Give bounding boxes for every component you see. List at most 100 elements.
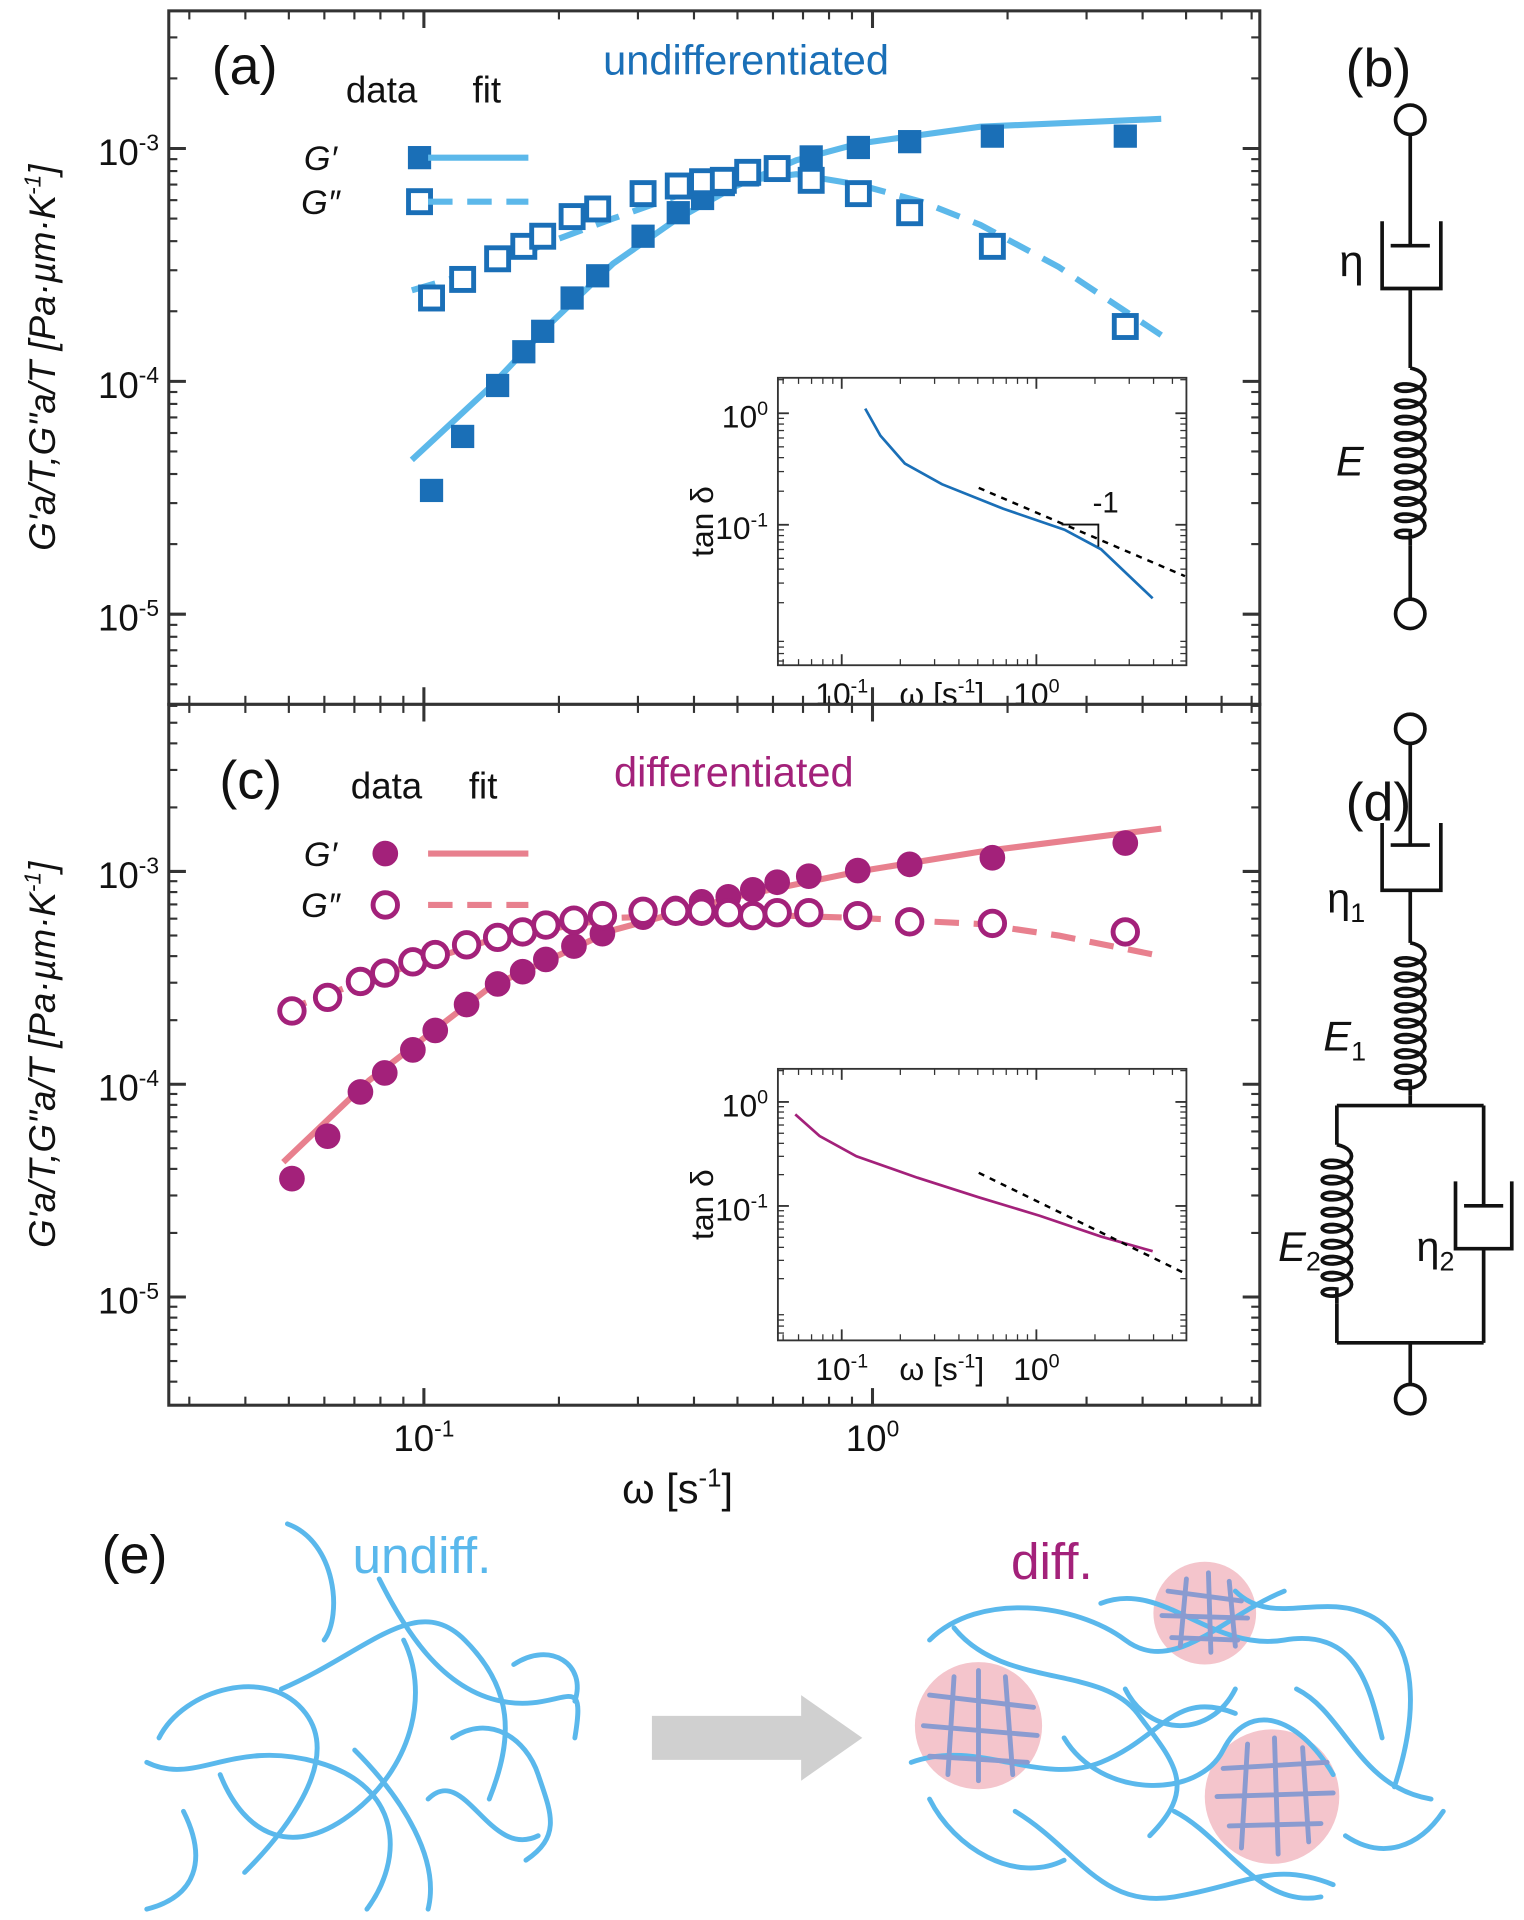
superscript: -3 bbox=[139, 129, 159, 155]
data-point bbox=[762, 898, 792, 928]
legend-label: G′ bbox=[304, 140, 339, 178]
y-axis-label: G'a/T,G"a/T [Pa·µm·K-1] bbox=[19, 164, 63, 551]
data-point bbox=[559, 905, 589, 935]
text-main: 10 bbox=[98, 1281, 139, 1322]
data-point bbox=[794, 898, 824, 928]
symbol: E bbox=[1323, 1013, 1352, 1060]
chain bbox=[425, 1788, 541, 1843]
chain bbox=[156, 1684, 320, 1875]
data-point bbox=[529, 222, 557, 250]
text-main: 10 bbox=[98, 1068, 139, 1109]
annotation: differentiated bbox=[614, 748, 854, 795]
superscript: -1 bbox=[851, 675, 869, 697]
data-point bbox=[739, 876, 766, 903]
y-tick-label: 10-4 bbox=[98, 362, 159, 406]
subscript: 1 bbox=[1350, 898, 1365, 928]
legend-header: fit bbox=[469, 766, 498, 807]
text-main: 10 bbox=[722, 1087, 757, 1123]
chain bbox=[927, 1588, 1287, 1654]
chain bbox=[144, 1808, 199, 1912]
y-axis-label: tan δ bbox=[684, 486, 720, 557]
annotation: undifferentiated bbox=[603, 36, 889, 83]
plot-area bbox=[777, 377, 1187, 666]
symbol: η bbox=[1416, 1223, 1439, 1270]
legend-label: G″ bbox=[301, 887, 342, 925]
data-point bbox=[1110, 917, 1140, 947]
data-point bbox=[561, 933, 587, 959]
chain bbox=[278, 1619, 508, 1802]
legend-header: data bbox=[346, 70, 418, 111]
crosslinks bbox=[921, 1668, 1040, 1784]
diff-network bbox=[908, 1561, 1446, 1901]
superscript: -1 bbox=[19, 175, 45, 195]
data-point bbox=[482, 922, 513, 953]
legend-label: G′ bbox=[304, 836, 339, 874]
data-point bbox=[980, 124, 1004, 148]
data-point bbox=[660, 896, 691, 926]
y-tick-label: 100 bbox=[722, 398, 768, 435]
y-tick-label: 10-1 bbox=[715, 1191, 768, 1228]
data-point bbox=[484, 245, 512, 273]
terminal bbox=[1393, 1382, 1427, 1416]
superscript: -4 bbox=[139, 362, 159, 388]
chain bbox=[1171, 1808, 1324, 1901]
text-main: 10 bbox=[715, 1191, 750, 1227]
charts: 10-310-410-5G'a/T,G"a/T [Pa·µm·K-1]data f… bbox=[19, 9, 1262, 1512]
crosslinks bbox=[1214, 1735, 1336, 1857]
dashpot-label: η1 bbox=[1327, 874, 1365, 928]
spring-label: E bbox=[1336, 438, 1365, 485]
spring bbox=[1393, 366, 1427, 546]
chain bbox=[1012, 1808, 1336, 1901]
data-point bbox=[451, 424, 475, 449]
subscript: 2 bbox=[1439, 1247, 1454, 1277]
text-main: 10 bbox=[98, 365, 139, 406]
text-main: 10 bbox=[1013, 1351, 1048, 1387]
superscript: -1 bbox=[751, 1191, 769, 1213]
text-end: ] bbox=[721, 1465, 733, 1512]
data-point bbox=[664, 172, 692, 200]
text-end: ] bbox=[975, 1351, 984, 1387]
chain bbox=[1342, 1808, 1446, 1851]
superscript: -4 bbox=[139, 1065, 159, 1091]
text-main: 10 bbox=[98, 598, 139, 639]
dashpot-label: η bbox=[1339, 237, 1363, 286]
data-point bbox=[531, 910, 561, 940]
circuit-b: (b) η E bbox=[1336, 39, 1443, 631]
superscript: -1 bbox=[434, 1415, 454, 1441]
data-point bbox=[484, 971, 511, 997]
data-point bbox=[738, 900, 768, 931]
superscript: 0 bbox=[757, 1087, 768, 1109]
chain bbox=[284, 1521, 337, 1643]
y-tick-label: 10-4 bbox=[98, 1065, 159, 1109]
crosslinks bbox=[1159, 1570, 1251, 1655]
data-point bbox=[844, 857, 871, 884]
superscript: -5 bbox=[139, 1278, 159, 1304]
superscript: 0 bbox=[1049, 675, 1060, 697]
y-tick-label: 10-1 bbox=[715, 509, 768, 546]
data-point bbox=[314, 1123, 341, 1150]
terminal bbox=[1393, 597, 1427, 631]
spring bbox=[1320, 1142, 1354, 1304]
plot-frame bbox=[776, 1067, 1188, 1342]
x-tick-label: 100 bbox=[846, 1415, 899, 1459]
superscript: 0 bbox=[1049, 1350, 1060, 1372]
spring-label: E2 bbox=[1278, 1223, 1321, 1277]
plot-frame bbox=[167, 702, 1262, 1407]
data-point bbox=[797, 166, 825, 194]
legend-header: data bbox=[351, 766, 423, 807]
panel-label: (d) bbox=[1346, 773, 1412, 833]
text-main: 10 bbox=[715, 510, 750, 546]
spring-label: E1 bbox=[1323, 1013, 1366, 1067]
text-main: 10 bbox=[815, 1351, 850, 1387]
data-point bbox=[532, 946, 559, 973]
data-point bbox=[713, 898, 743, 928]
chain bbox=[450, 1725, 553, 1863]
plot-area bbox=[777, 1068, 1187, 1341]
data-point bbox=[1112, 830, 1139, 856]
chain bbox=[217, 1637, 418, 1840]
x-tick-label: 10-1 bbox=[815, 1350, 868, 1387]
chain bbox=[1098, 1595, 1385, 1741]
data-point bbox=[1113, 124, 1137, 148]
chain bbox=[352, 1747, 433, 1912]
